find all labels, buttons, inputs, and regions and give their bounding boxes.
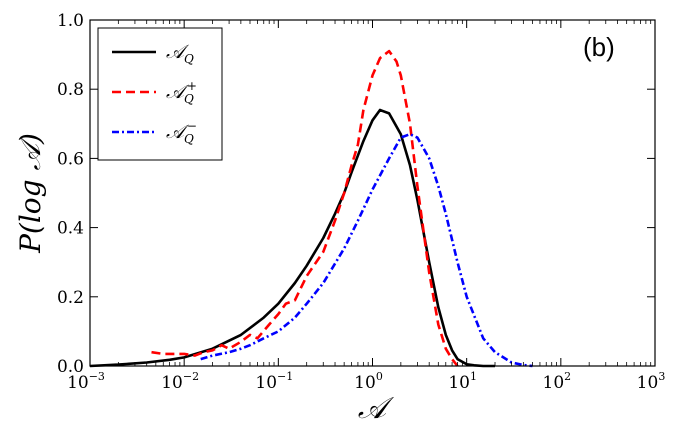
- legend: 𝒜Q 𝒜Q+ 𝒜Q−: [97, 27, 223, 161]
- legend-label-0: 𝒜Q: [166, 41, 194, 66]
- series-line-1: [151, 49, 459, 367]
- panel-label: (b): [583, 32, 615, 62]
- series-line-2: [200, 132, 533, 368]
- x-tick-label-4: 101: [448, 370, 477, 393]
- tick-layer: 10−3 10−2 10−1 100 101 102 1030.00.20.40.60.81…: [57, 11, 665, 393]
- x-tick-label-3: 100: [354, 370, 383, 393]
- legend-box: [97, 27, 223, 161]
- y-tick-label-3: 0.6: [57, 149, 84, 169]
- legend-label-2: 𝒜Q−: [166, 119, 197, 146]
- y-axis-label: P(log 𝒜): [14, 133, 47, 254]
- y-tick-label-4: 0.8: [57, 80, 84, 100]
- y-tick-label-2: 0.4: [57, 219, 84, 239]
- y-tick-label-1: 0.2: [57, 288, 84, 308]
- x-tick-label-5: 102: [543, 370, 572, 393]
- y-tick-label-5: 1.0: [57, 11, 84, 31]
- series-line-0: [89, 108, 495, 368]
- y-tick-label-0: 0.0: [57, 357, 84, 377]
- series-layer: [89, 49, 533, 368]
- legend-label-1: 𝒜Q+: [166, 79, 197, 106]
- x-tick-label-6: 103: [637, 370, 666, 393]
